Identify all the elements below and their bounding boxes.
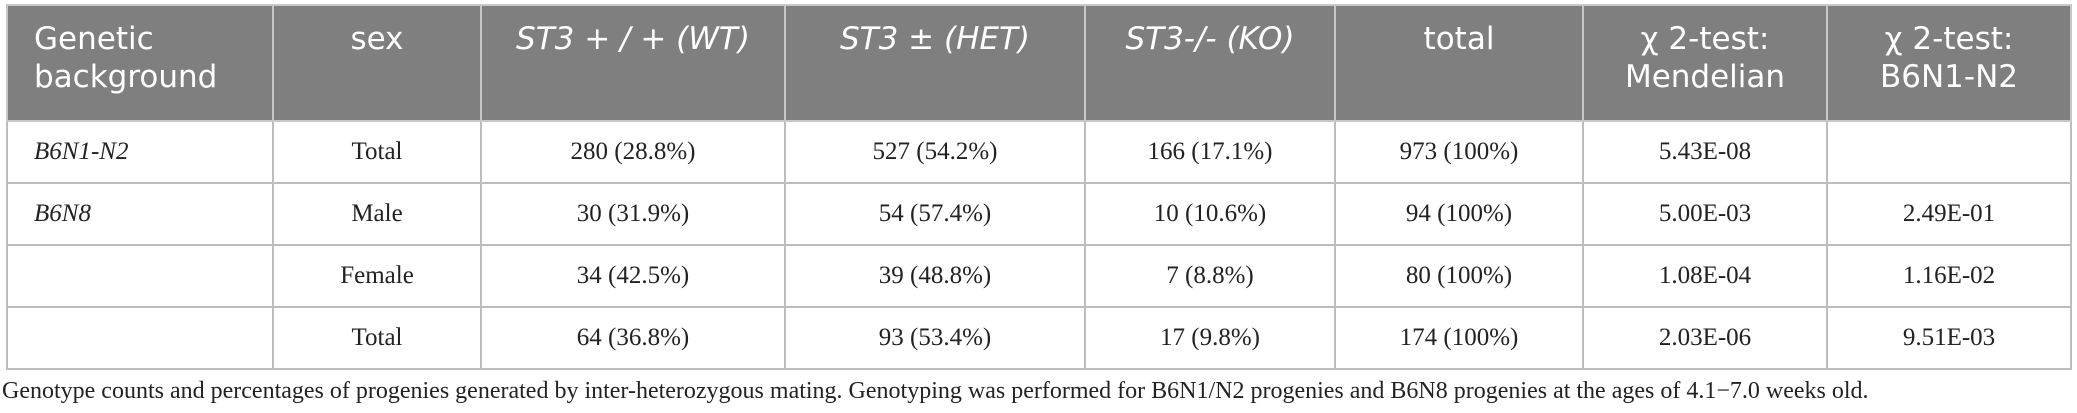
cell-chi-mendelian: 5.43E-08: [1582, 120, 1828, 184]
cell-wt: 34 (42.5%): [480, 244, 786, 308]
genotype-table-container: Genetic background sex ST3 + / + (WT) ST…: [6, 4, 2072, 370]
genotype-table: Genetic background sex ST3 + / + (WT) ST…: [6, 4, 2072, 370]
cell-chi-mendelian: 1.08E-04: [1582, 244, 1828, 308]
table-row: B6N8 Male 30 (31.9%) 54 (57.4%) 10 (10.6…: [6, 182, 2072, 246]
table-row: Total 64 (36.8%) 93 (53.4%) 17 (9.8%) 17…: [6, 306, 2072, 370]
header-ko: ST3-/- (KO): [1084, 4, 1336, 122]
cell-ko: 10 (10.6%): [1084, 182, 1336, 246]
cell-chi-b6n1-n2: [1826, 120, 2072, 184]
header-wt: ST3 + / + (WT): [480, 4, 786, 122]
cell-het: 39 (48.8%): [784, 244, 1086, 308]
header-row: Genetic background sex ST3 + / + (WT) ST…: [6, 4, 2072, 122]
cell-genetic-background: B6N1-N2: [6, 120, 274, 184]
cell-ko: 7 (8.8%): [1084, 244, 1336, 308]
cell-wt: 280 (28.8%): [480, 120, 786, 184]
cell-total: 174 (100%): [1334, 306, 1584, 370]
cell-genetic-background: B6N8: [6, 182, 274, 246]
cell-chi-mendelian: 2.03E-06: [1582, 306, 1828, 370]
cell-het: 54 (57.4%): [784, 182, 1086, 246]
cell-ko: 166 (17.1%): [1084, 120, 1336, 184]
cell-sex: Female: [272, 244, 482, 308]
cell-wt: 64 (36.8%): [480, 306, 786, 370]
cell-total: 973 (100%): [1334, 120, 1584, 184]
cell-het: 93 (53.4%): [784, 306, 1086, 370]
cell-ko: 17 (9.8%): [1084, 306, 1336, 370]
cell-chi-mendelian: 5.00E-03: [1582, 182, 1828, 246]
table-caption: Genotype counts and percentages of proge…: [2, 378, 1869, 404]
cell-sex: Male: [272, 182, 482, 246]
table-row: B6N1-N2 Total 280 (28.8%) 527 (54.2%) 16…: [6, 120, 2072, 184]
header-chi-b6n1-n2: χ 2-test: B6N1-N2: [1826, 4, 2072, 122]
cell-wt: 30 (31.9%): [480, 182, 786, 246]
cell-chi-b6n1-n2: 2.49E-01: [1826, 182, 2072, 246]
cell-total: 94 (100%): [1334, 182, 1584, 246]
header-chi-mendelian: χ 2-test: Mendelian: [1582, 4, 1828, 122]
cell-genetic-background: [6, 244, 274, 308]
cell-sex: Total: [272, 120, 482, 184]
cell-sex: Total: [272, 306, 482, 370]
header-het: ST3 ± (HET): [784, 4, 1086, 122]
cell-chi-b6n1-n2: 1.16E-02: [1826, 244, 2072, 308]
cell-het: 527 (54.2%): [784, 120, 1086, 184]
header-genetic-background: Genetic background: [6, 4, 274, 122]
header-sex: sex: [272, 4, 482, 122]
cell-total: 80 (100%): [1334, 244, 1584, 308]
table-row: Female 34 (42.5%) 39 (48.8%) 7 (8.8%) 80…: [6, 244, 2072, 308]
header-total: total: [1334, 4, 1584, 122]
cell-genetic-background: [6, 306, 274, 370]
cell-chi-b6n1-n2: 9.51E-03: [1826, 306, 2072, 370]
